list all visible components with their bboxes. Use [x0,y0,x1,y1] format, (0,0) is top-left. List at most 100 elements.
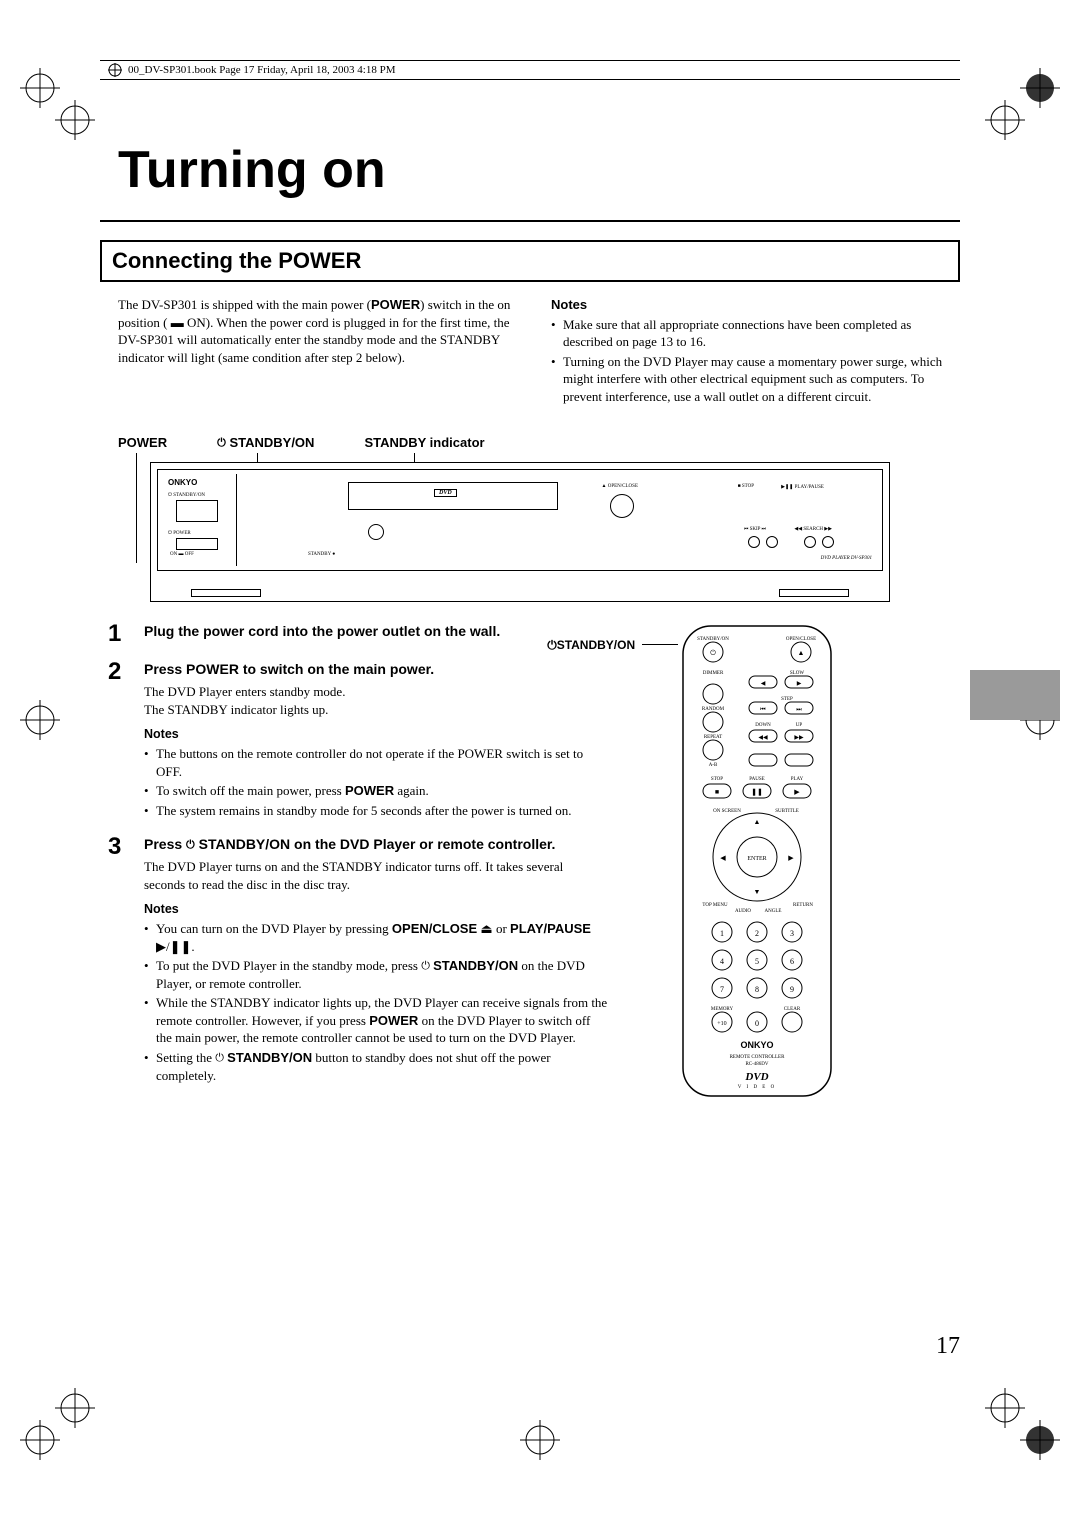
svg-text:SUBTITLE: SUBTITLE [775,809,799,814]
print-header: 00_DV-SP301.book Page 17 Friday, April 1… [100,60,960,80]
svg-text:4: 4 [720,957,724,966]
svg-text:MEMORY: MEMORY [711,1007,734,1012]
svg-text:A-B: A-B [709,763,718,768]
player-brand: ONKYO [168,478,197,487]
crop-mark-bc [520,1420,560,1460]
note-item: While the STANDBY indicator lights up, t… [144,994,607,1047]
page-title: Turning on [100,140,960,200]
step-number: 1 [108,622,132,646]
svg-text:⏭: ⏭ [797,707,803,713]
label-power: POWER [118,435,167,450]
notes-heading: Notes [551,296,960,314]
step-title: Press ⏻ STANDBY/ON on the DVD Player or … [144,835,607,854]
skip-label: ⏮ SKIP ⏭ [744,526,766,532]
crop-mark-tr [1020,68,1060,108]
crop-mark-tl [20,68,60,108]
steps-area: 1 Plug the power cord into the power out… [100,622,960,1102]
svg-text:9: 9 [790,985,794,994]
notes-list: Make sure that all appropriate connectio… [551,316,960,406]
svg-text:SLOW: SLOW [790,671,804,676]
svg-text:+10: +10 [718,1021,727,1027]
svg-text:CLEAR: CLEAR [784,1007,801,1012]
player-foot-right [779,589,849,597]
svg-text:▲: ▲ [798,649,805,657]
search-rev-button [804,536,816,548]
rc-open-close-label: OPEN/CLOSE [786,637,816,642]
svg-text:ANGLE: ANGLE [765,909,782,914]
svg-text:ENTER: ENTER [748,856,767,862]
svg-text:RETURN: RETURN [793,903,813,908]
svg-text:1: 1 [720,929,724,938]
player-diagram: ONKYO ⏻ STANDBY/ON ⏻ POWER ON ▬ OFF STAN… [150,462,890,602]
step-number: 2 [108,660,132,821]
svg-text:◀: ◀ [761,681,766,687]
dvd-logo: DVD [434,489,457,497]
svg-text:DIMMER: DIMMER [703,671,724,676]
svg-text:0: 0 [755,1019,759,1028]
player-panel: ONKYO ⏻ STANDBY/ON ⏻ POWER ON ▬ OFF STAN… [157,469,883,571]
step-body-line: The DVD Player turns on and the STANDBY … [144,858,607,893]
remote-pointer [642,644,678,645]
skip-prev-button [748,536,760,548]
step-title: Plug the power cord into the power outle… [144,622,607,641]
svg-text:8: 8 [755,985,759,994]
label-standby-on: ⏻ STANDBY/ON [217,435,314,450]
diagram-labels: POWER ⏻ STANDBY/ON STANDBY indicator [100,435,960,450]
svg-text:3: 3 [790,929,794,938]
crop-mark-bl2 [55,1388,95,1428]
svg-text:▶: ▶ [797,681,802,687]
section-heading: Connecting the POWER [112,248,361,273]
svg-text:REPEAT: REPEAT [704,735,722,740]
note-item: To switch off the main power, press POWE… [144,782,607,800]
rc-standby-label: STANDBY/ON [697,637,729,642]
svg-text:2: 2 [755,929,759,938]
svg-text:5: 5 [755,957,759,966]
step-number: 3 [108,835,132,1086]
stop-label: ■ STOP [738,484,754,489]
note-item: To put the DVD Player in the standby mod… [144,957,607,992]
step-3: 3 Press ⏻ STANDBY/ON on the DVD Player o… [108,835,607,1086]
svg-text:RC-486DV: RC-486DV [746,1062,769,1067]
svg-text:▶: ▶ [795,788,801,796]
svg-text:PAUSE: PAUSE [750,777,765,782]
intro-right: Notes Make sure that all appropriate con… [551,296,960,407]
title-rule [100,220,960,222]
header-filename: 00_DV-SP301.book Page 17 Friday, April 1… [128,64,395,76]
disc-tray: DVD [348,482,558,510]
svg-text:DVD: DVD [745,1071,769,1083]
svg-text:REMOTE CONTROLLER: REMOTE CONTROLLER [730,1055,786,1060]
step-body-line: The DVD Player enters standby mode. [144,683,607,701]
player-power-label: ⏻ POWER [168,530,191,536]
step-title: Press POWER to switch on the main power. [144,660,607,679]
svg-text:▶: ▶ [789,854,795,862]
target-icon [108,63,122,77]
svg-text:7: 7 [720,985,724,994]
svg-text:RANDOM: RANDOM [702,707,725,712]
step-body-line: The STANDBY indicator lights up. [144,701,607,719]
note-item: Setting the ⏻ STANDBY/ON button to stand… [144,1049,607,1084]
svg-text:ONKYO: ONKYO [741,1040,774,1050]
svg-text:UP: UP [796,723,803,728]
intro-text: The DV-SP301 is shipped with the main po… [118,297,510,365]
svg-text:▶▶: ▶▶ [795,735,805,741]
step-2: 2 Press POWER to switch on the main powe… [108,660,607,821]
player-model: DVD PLAYER DV-SP301 [821,556,872,561]
player-on-off: ON ▬ OFF [170,552,194,557]
svg-text:DOWN: DOWN [755,723,771,728]
remote-diagram: STANDBY/ON ⏻ OPEN/CLOSE ▲ DIMMER SLOW ◀ … [677,622,837,1102]
section-heading-box: Connecting the POWER [100,240,960,282]
notes-heading: Notes [144,901,607,918]
search-fwd-button [822,536,834,548]
note-item: Make sure that all appropriate connectio… [551,316,960,351]
crop-mark-tr2 [985,100,1025,140]
page-frame: 00_DV-SP301.book Page 17 Friday, April 1… [100,60,960,1420]
side-tab [970,670,1060,720]
search-label: ◀◀ SEARCH ▶▶ [794,526,832,532]
step-1: 1 Plug the power cord into the power out… [108,622,607,646]
svg-text:V I D E O: V I D E O [738,1085,776,1090]
skip-next-button [766,536,778,548]
open-close-label: ▲ OPEN/CLOSE [602,484,638,489]
svg-text:❚❚: ❚❚ [751,788,763,796]
label-standby-indicator: STANDBY indicator [364,435,484,450]
steps-column: 1 Plug the power cord into the power out… [108,622,607,1102]
